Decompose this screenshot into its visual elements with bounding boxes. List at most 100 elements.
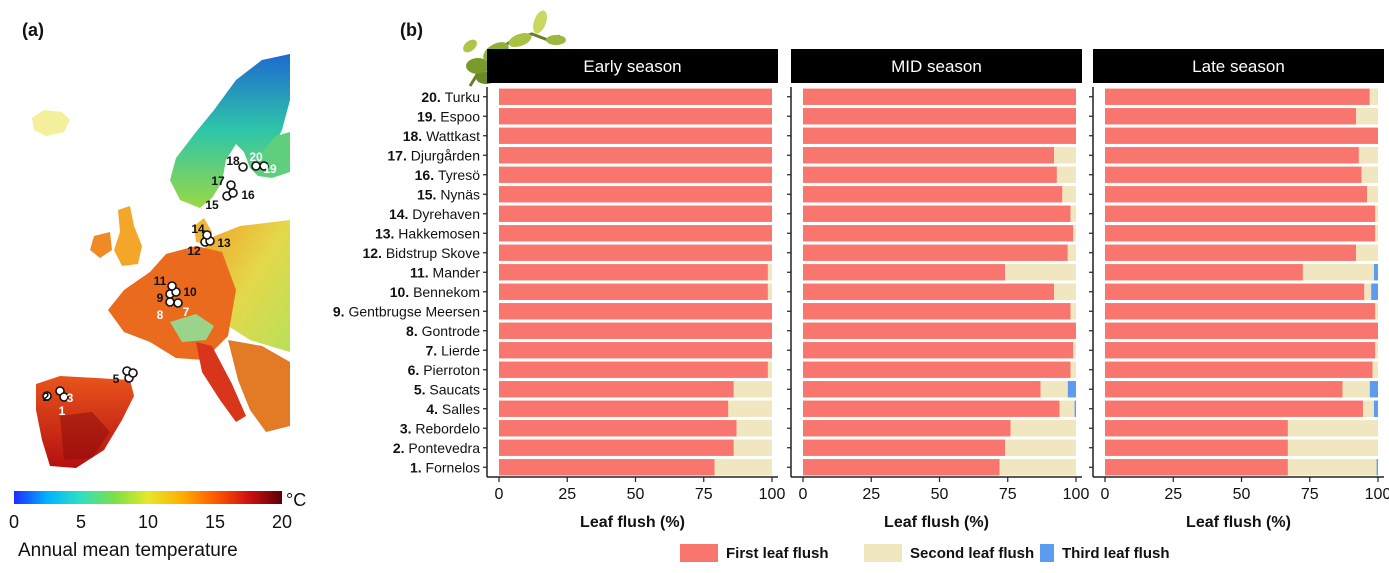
category-label: 6. Pierroton <box>408 362 480 378</box>
x-axis-label: Leaf flush (%) <box>1186 514 1291 531</box>
bar-segment <box>1105 244 1357 261</box>
bar-segment <box>803 108 1076 125</box>
legend-label-first: First leaf flush <box>726 544 829 562</box>
great-britain-landmass <box>114 206 142 266</box>
category-label: 19. Espoo <box>417 108 480 124</box>
site-marker <box>238 162 248 172</box>
bar-segment <box>499 459 715 476</box>
site-marker <box>42 391 52 401</box>
site-marker-label: 5 <box>113 372 120 386</box>
category-label: 20. Turku <box>421 89 480 105</box>
site-marker-label: 18 <box>226 154 240 168</box>
bar-segment <box>803 225 1074 242</box>
bar-segment <box>1369 381 1378 398</box>
x-tick-label: 0 <box>799 486 808 503</box>
x-tick-label: 25 <box>862 486 880 503</box>
alps-region <box>170 314 214 342</box>
bar-segment <box>499 244 772 261</box>
bar-segment <box>1287 459 1377 476</box>
facet-1: Early season 0 25 50 75 100 Leaf flush (%) <box>483 49 785 531</box>
bar-segment <box>1356 244 1378 261</box>
balkans-landmass <box>228 340 290 432</box>
bar-segment <box>1373 400 1378 417</box>
site-marker-label: 4 <box>135 384 142 398</box>
bar-segment <box>1375 342 1378 359</box>
site-marker-label: 20 <box>249 150 263 164</box>
bar-segment <box>1070 205 1076 222</box>
iberia-hot-core <box>60 412 110 460</box>
bar-segment <box>1067 381 1076 398</box>
bar-segment <box>803 264 1006 281</box>
category-label: 2. Pontevedra <box>393 440 480 456</box>
bar-segment <box>1356 108 1378 125</box>
bar-segment <box>499 381 734 398</box>
bar-segment <box>1362 400 1374 417</box>
site-marker-label: 10 <box>183 285 197 299</box>
legend-swatch-first <box>680 544 718 562</box>
bar-segment <box>728 400 772 417</box>
bar-segment <box>1287 420 1378 437</box>
site-marker <box>59 392 69 402</box>
bar-segment <box>1375 303 1378 320</box>
bar-segment <box>1105 283 1365 300</box>
colorbar-unit: °C <box>286 490 306 510</box>
category-label: 16. Tyresö <box>415 167 481 183</box>
bar-segment <box>1105 400 1363 417</box>
bar-segment <box>499 147 772 164</box>
category-label: 9. Gentbrugse Meersen <box>333 303 480 319</box>
bar-segment <box>499 264 768 281</box>
facet-strip <box>791 49 1082 83</box>
x-tick-label: 100 <box>1365 486 1389 503</box>
bar-segment <box>1010 420 1076 437</box>
scandinavia-landmass <box>170 54 290 208</box>
bar-segment <box>1054 147 1076 164</box>
facet-strip <box>1093 49 1384 83</box>
category-label: 7. Lierde <box>426 342 481 358</box>
bar-segment <box>1361 166 1378 183</box>
category-label: 1. Fornelos <box>410 459 480 475</box>
bar-segment <box>499 439 734 456</box>
bar-segment <box>1059 400 1075 417</box>
bar-segment <box>1302 264 1374 281</box>
legend-item-first: First leaf flush <box>680 544 829 562</box>
legend-item-second: Second leaf flush <box>864 544 1034 562</box>
colorbar-title: Annual mean temperature <box>18 540 238 561</box>
facet-title: MID season <box>891 57 982 76</box>
site-marker-label: 1 <box>59 404 66 418</box>
bar-segment <box>1105 147 1359 164</box>
bar-segment <box>1105 108 1357 125</box>
bar-segment <box>1375 225 1378 242</box>
bar-segment <box>1056 166 1076 183</box>
bar-segment <box>1074 400 1076 417</box>
legend-swatch-third <box>1040 544 1054 562</box>
bar-segment <box>1070 361 1076 378</box>
bar-segment <box>767 361 772 378</box>
bar-segment <box>803 166 1057 183</box>
site-marker-label: 3 <box>67 391 74 405</box>
bar-segment <box>1105 205 1376 222</box>
bar-segment <box>1376 459 1378 476</box>
x-tick-label: 0 <box>1101 486 1110 503</box>
bar-segment <box>1364 283 1372 300</box>
facet-title: Late season <box>1192 57 1285 76</box>
bar-segment <box>733 439 772 456</box>
bar-segment <box>803 459 1000 476</box>
category-label: 18. Wattkast <box>403 128 480 144</box>
colorbar-tick-label: 15 <box>205 512 225 532</box>
bar-segment <box>1054 283 1076 300</box>
bar-segment <box>499 225 772 242</box>
bar-segment <box>1372 361 1378 378</box>
bar-segment <box>803 303 1071 320</box>
category-label: 10. Bennekom <box>390 284 480 300</box>
bar-segment <box>1367 186 1378 203</box>
category-label: 17. Djurgården <box>387 147 480 163</box>
bar-segment <box>714 459 772 476</box>
category-labels: 20. Turku 19. Espoo 18. Wattkast 17. Djurgå… <box>333 89 480 476</box>
legend-label-third: Third leaf flush <box>1062 544 1170 562</box>
site-marker-label: 7 <box>183 305 190 319</box>
legend-item-third: Third leaf flush <box>1040 544 1170 562</box>
bar-segment <box>1073 342 1076 359</box>
bar-segment <box>803 400 1060 417</box>
